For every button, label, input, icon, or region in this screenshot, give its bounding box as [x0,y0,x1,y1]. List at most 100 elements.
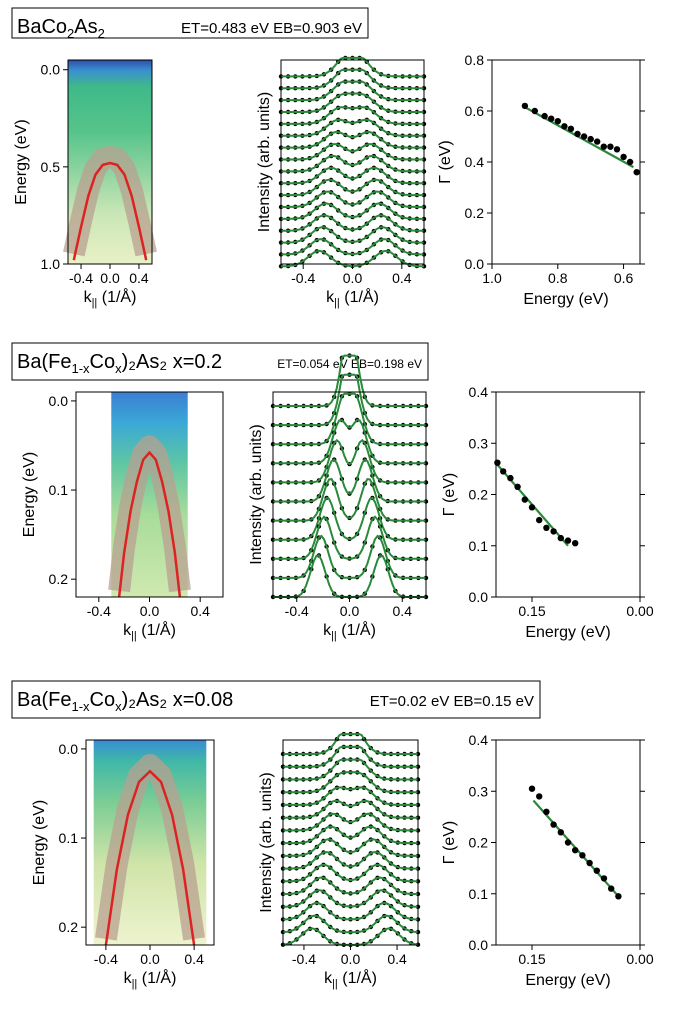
gamma-data-point [536,793,543,800]
x-tick-label: 0.15 [518,603,545,619]
gamma-data-point [586,859,593,867]
mdc-fit-curve [273,534,426,579]
gamma-xlabel: Energy (eV) [525,972,610,989]
mdc-fit-curve [281,178,424,197]
gamma-data-point [608,885,615,892]
gamma-data-point [550,528,557,535]
mdc-fit-curve [273,354,426,407]
x-tick-label: -0.4 [292,951,316,967]
x-tick-label: -0.4 [285,603,309,619]
mdc-fit-curve [281,130,424,149]
y-tick-label: 0.2 [59,919,79,935]
x-tick-label: 0.8 [548,270,568,286]
mdc-fit-curve [281,92,424,113]
gamma-data-point [500,468,507,475]
x-tick-label: 0.4 [129,270,149,286]
y-tick-label: 0.0 [469,937,489,953]
mdc-fit-curve [281,166,424,185]
gamma-fit-line [524,106,634,169]
dispersion-xlabel: k|| (1/Å) [123,620,176,642]
gamma-data-point [543,524,550,531]
fit-parameters: ET=0.02 eV EB=0.15 eV [370,693,534,710]
sample-title: BaCo2As2 [17,16,105,41]
gamma-data-point [550,821,557,828]
gamma-data-point [580,133,588,140]
mdc-xlabel: k|| (1/Å) [326,287,379,309]
fit-parameters: ET=0.054 eV EB=0.198 eV [277,357,422,371]
x-tick-label: 0.0 [100,270,120,286]
fit-parameters: ET=0.483 eV EB=0.903 eV [181,20,362,37]
gamma-data-point [521,102,529,110]
y-tick-label: 0.8 [465,52,485,68]
gamma-data-point [528,785,536,792]
gamma-data-point [541,112,548,120]
gamma-data-point [561,123,568,130]
mdc-fit-curve [283,851,418,870]
mdc-fit-curve [280,238,425,256]
gamma-data-point [543,808,550,815]
gamma-data-point [572,540,579,547]
gamma-ylabel: Γ (eV) [437,140,454,183]
y-tick-label: 0.6 [465,103,485,119]
panel-row-3: Ba(Fe1-xCox)₂As₂ x=0.08 ET=0.02 eV EB=0.1… [11,680,654,990]
y-tick-label: 0.0 [469,589,489,605]
x-tick-label: -0.4 [69,270,93,286]
sample-title: Ba(Fe1-xCox)₂As₂ x=0.2 [17,351,222,376]
y-tick-label: 0.2 [465,205,485,221]
gamma-data-point [521,496,528,503]
x-tick-label: -0.4 [87,603,111,619]
gamma-axes [491,59,641,265]
mdc-fit-curve [283,825,418,845]
y-tick-label: 0.2 [49,571,69,587]
gamma-data-point [514,483,521,490]
gamma-data-point [507,474,514,482]
x-tick-label: 0.00 [626,603,653,619]
sample-title: Ba(Fe1-xCox)₂As₂ x=0.08 [17,689,233,714]
gamma-data-point [572,847,579,854]
panel-row-1: BaCo2As2 ET=0.483 eV EB=0.903 eV -0.4 0.0 0.… [11,7,645,309]
gamma-data-point [626,158,634,166]
y-tick-label: 0.4 [469,732,489,748]
gamma-data-point [633,169,640,176]
mdc-fit-curve [273,478,426,522]
y-tick-label: 0.0 [41,62,61,78]
band-fit-curve [104,769,196,946]
panel-row-2: Ba(Fe1-xCox)₂As₂ x=0.2 ET=0.054 eV EB=0.1… [11,342,654,642]
mdc-fit-curve [273,496,426,541]
x-tick-label: -0.4 [94,951,118,967]
mdc-fit-curve [283,733,418,755]
mdc-fit-curve [283,876,418,895]
y-tick-label: 0.3 [469,435,489,451]
mdc-fit-curve [273,373,426,427]
gamma-data-point [536,516,543,524]
mdc-fit-curve [283,799,418,819]
mdc-fit-curve [283,863,418,883]
gamma-data-point [587,135,594,143]
x-tick-label: 0.4 [184,951,204,967]
mdc-fit-curve [282,889,419,908]
mdc-ylabel: Intensity (arb. units) [256,92,273,233]
gamma-data-point [494,459,501,466]
x-tick-label: 0.0 [140,603,160,619]
x-tick-label: 0.4 [393,603,413,619]
mdc-fit-curve [283,901,418,921]
gamma-ylabel: Γ (eV) [441,473,458,516]
mdc-fit-curve [273,515,426,560]
mdc-fit-curve [273,418,426,465]
y-tick-label: 0.2 [469,835,489,851]
y-tick-label: 0.1 [469,886,489,902]
gamma-data-point [554,118,561,125]
mdc-fit-curve [283,758,418,781]
gamma-data-point [531,107,538,115]
gamma-data-point [594,138,601,145]
dispersion-xlabel: k|| (1/Å) [124,968,177,990]
mdc-fit-curve [281,143,424,161]
mdc-xlabel: k|| (1/Å) [324,968,377,990]
gamma-data-point [579,852,586,859]
y-tick-label: 0.4 [465,154,485,170]
x-tick-label: 0.4 [387,951,407,967]
gamma-xlabel: Energy (eV) [523,291,608,308]
mdc-fit-curve [273,392,426,446]
dispersion-ylabel: Energy (eV) [13,119,30,204]
